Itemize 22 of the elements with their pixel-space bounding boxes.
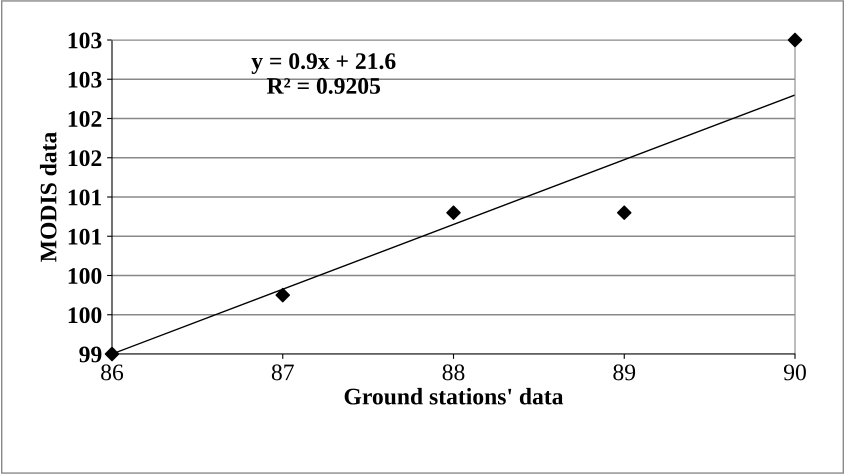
x-tick-label: 87 [272,364,294,380]
x-tick-label: 90 [784,364,806,380]
y-tick-label: 103 [68,32,102,48]
y-tick-label: 99 [79,346,102,362]
y-tick-label: 100 [68,268,102,284]
x-tick-label: 86 [101,364,124,380]
x-axis-title: Ground stations' data [344,388,564,405]
y-tick-label: 103 [68,72,102,88]
y-axis-title: MODIS data [40,132,57,262]
point [446,205,461,220]
y-tick-label: 102 [68,150,102,166]
point [275,288,290,302]
y-tick-label: 102 [68,110,102,127]
y-tick-label: 101 [68,189,102,206]
x-tick-label: 88 [442,364,464,380]
annotation: y = 0.9x + 21.6 R² = 0.9205 [251,53,396,94]
y-tick-label: 101 [68,228,102,245]
point [788,32,802,48]
point [616,205,632,220]
x-tick-label: 89 [613,364,636,380]
point [104,346,120,362]
y-tick-label: 100 [68,307,102,324]
